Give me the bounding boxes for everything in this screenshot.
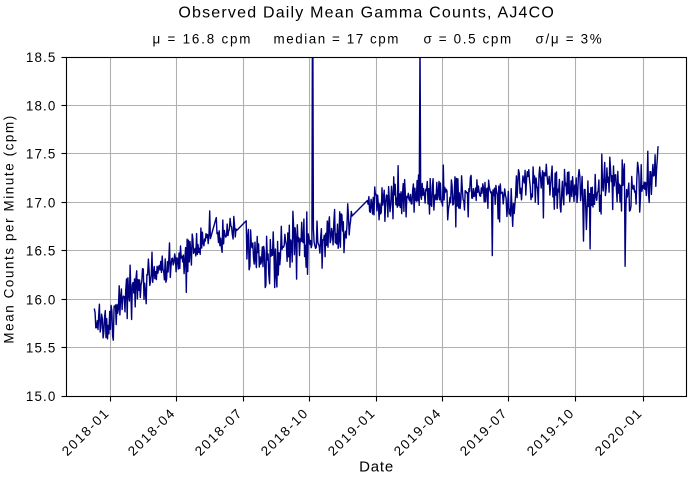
svg-text:17.0: 17.0 [26, 195, 56, 210]
svg-text:σ = 0.5 cpm: σ = 0.5 cpm [424, 31, 513, 46]
svg-text:2019-04: 2019-04 [391, 405, 445, 459]
svg-text:σ/μ = 3%: σ/μ = 3% [536, 31, 604, 46]
svg-text:Observed Daily Mean Gamma Coun: Observed Daily Mean Gamma Counts, AJ4CO [178, 5, 555, 22]
svg-text:2018-07: 2018-07 [192, 405, 246, 459]
svg-text:2019-01: 2019-01 [325, 405, 379, 459]
svg-text:2018-01: 2018-01 [59, 405, 113, 459]
svg-text:15.0: 15.0 [26, 389, 56, 404]
svg-text:Date: Date [359, 459, 394, 476]
svg-text:16.5: 16.5 [26, 243, 56, 258]
svg-text:16.0: 16.0 [26, 292, 56, 307]
svg-text:μ = 16.8 cpm: μ = 16.8 cpm [153, 31, 253, 46]
svg-text:17.5: 17.5 [26, 146, 56, 161]
svg-text:median = 17 cpm: median = 17 cpm [274, 31, 401, 46]
svg-text:18.5: 18.5 [26, 50, 56, 65]
svg-text:2020-01: 2020-01 [592, 405, 646, 459]
svg-text:15.5: 15.5 [26, 340, 56, 355]
svg-text:2019-07: 2019-07 [457, 405, 511, 459]
svg-text:Mean Counts per Minute (cpm): Mean Counts per Minute (cpm) [2, 114, 17, 343]
svg-text:2018-04: 2018-04 [125, 405, 179, 459]
svg-text:2019-10: 2019-10 [524, 405, 578, 459]
svg-text:2018-10: 2018-10 [258, 405, 312, 459]
svg-text:18.0: 18.0 [26, 98, 56, 113]
